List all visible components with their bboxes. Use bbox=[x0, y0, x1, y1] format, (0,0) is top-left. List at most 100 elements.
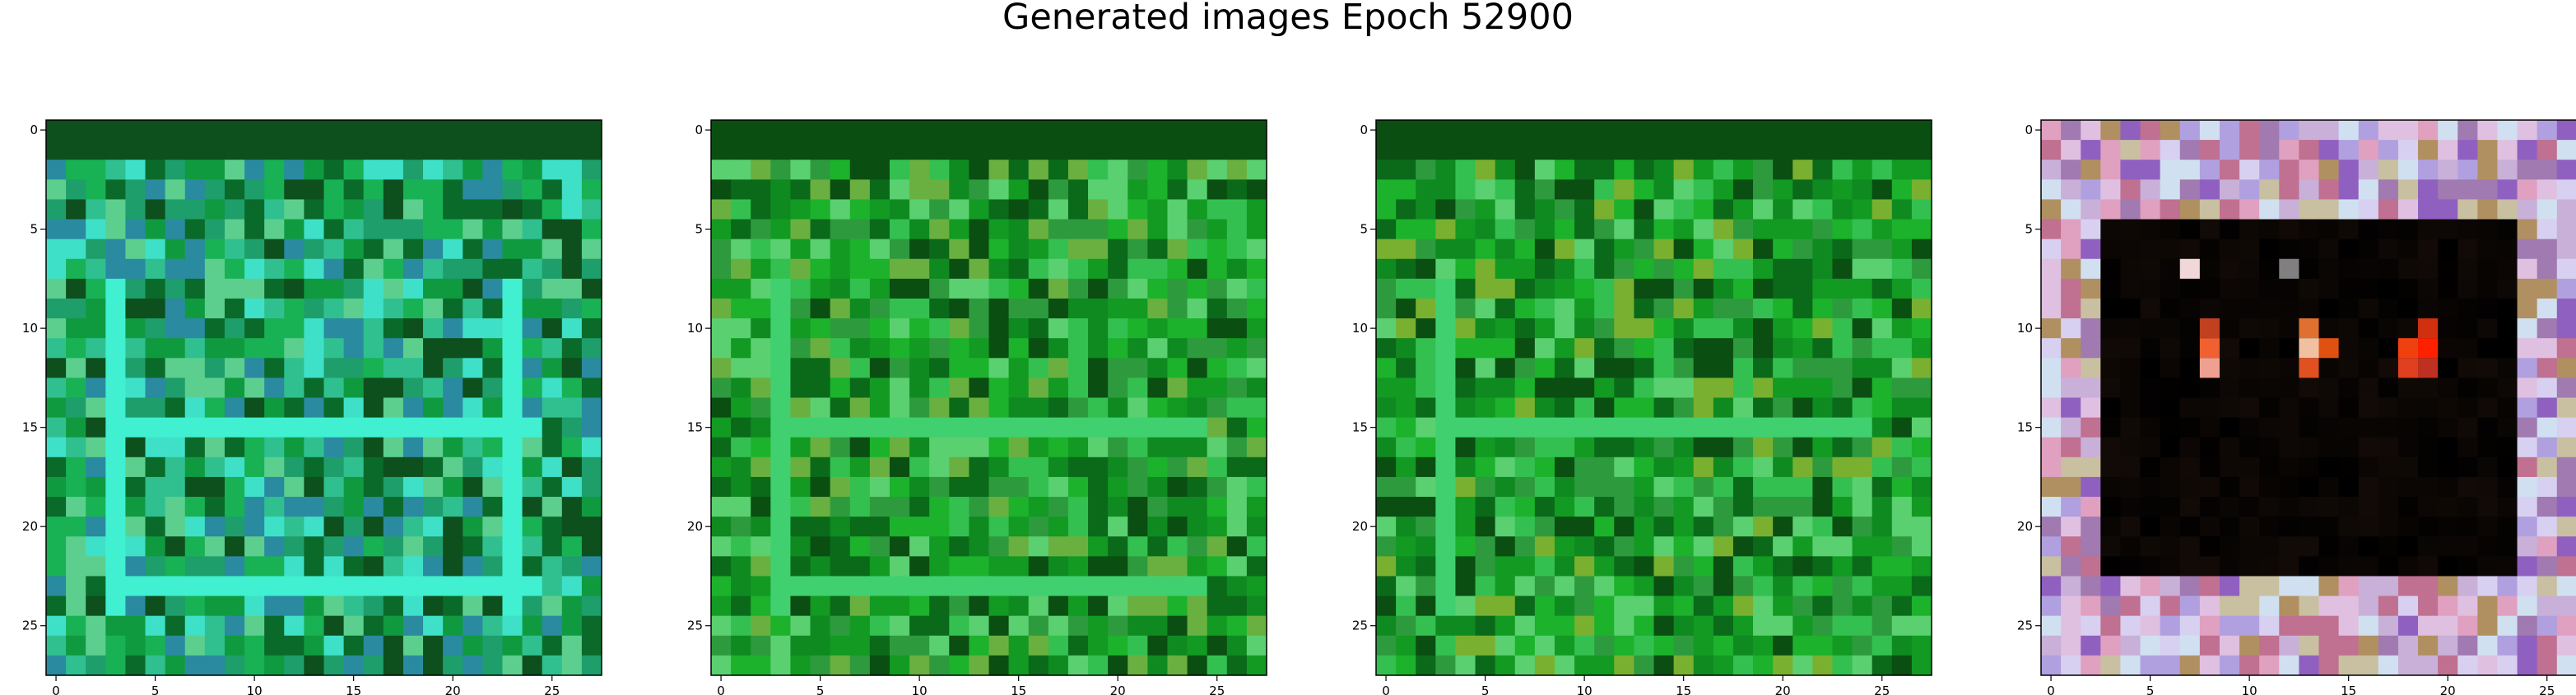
pixel bbox=[66, 199, 86, 220]
pixel bbox=[2438, 160, 2458, 180]
pixel bbox=[1534, 219, 1555, 240]
pixel bbox=[402, 536, 424, 557]
pixel bbox=[830, 140, 851, 160]
pixel bbox=[1246, 140, 1267, 160]
pixel bbox=[1693, 358, 1714, 378]
pixel bbox=[1226, 536, 1248, 557]
pixel bbox=[1028, 298, 1049, 319]
pixel bbox=[1495, 536, 1516, 557]
pixel bbox=[244, 497, 265, 517]
pixel bbox=[770, 338, 791, 359]
pixel bbox=[1793, 318, 1813, 339]
x-tick-label: 5 bbox=[151, 683, 160, 695]
pixel bbox=[2100, 497, 2121, 517]
pixel bbox=[790, 298, 811, 319]
pixel bbox=[988, 160, 1010, 180]
pixel bbox=[949, 655, 969, 676]
pixel bbox=[125, 378, 146, 398]
pixel bbox=[1812, 239, 1833, 260]
pixel bbox=[790, 199, 811, 220]
pixel bbox=[1594, 358, 1615, 378]
pixel bbox=[1187, 497, 1208, 517]
pixel bbox=[1713, 595, 1734, 617]
pixel bbox=[542, 258, 563, 280]
pixel bbox=[1634, 595, 1654, 617]
pixel bbox=[1108, 160, 1128, 180]
pixel bbox=[2318, 635, 2340, 656]
pixel bbox=[522, 378, 543, 398]
pixel bbox=[482, 456, 503, 478]
pixel bbox=[1554, 219, 1575, 240]
pixel bbox=[2160, 358, 2181, 378]
pixel bbox=[1832, 576, 1853, 597]
pixel bbox=[2299, 199, 2319, 220]
pixel bbox=[1067, 655, 1089, 676]
pixel bbox=[2100, 556, 2121, 577]
pixel bbox=[463, 120, 483, 141]
pixel bbox=[1416, 120, 1436, 141]
pixel bbox=[1852, 556, 1873, 577]
pixel bbox=[2279, 615, 2299, 637]
pixel bbox=[711, 239, 732, 260]
pixel bbox=[522, 635, 543, 656]
pixel bbox=[1852, 199, 1873, 220]
pixel bbox=[2378, 497, 2399, 517]
pixel bbox=[929, 318, 950, 339]
pixel bbox=[581, 576, 602, 597]
pixel bbox=[1067, 358, 1089, 378]
pixel bbox=[889, 556, 910, 577]
pixel bbox=[2179, 476, 2201, 498]
pixel bbox=[1614, 318, 1634, 339]
pixel bbox=[770, 318, 791, 339]
pixel bbox=[2061, 476, 2081, 498]
pixel bbox=[1147, 497, 1168, 517]
pixel bbox=[1226, 258, 1248, 280]
pixel bbox=[1554, 278, 1575, 299]
pixel bbox=[909, 179, 930, 200]
pixel bbox=[304, 595, 324, 617]
pixel bbox=[165, 517, 186, 537]
pixel bbox=[1376, 576, 1397, 597]
pixel bbox=[482, 298, 503, 319]
pixel bbox=[969, 517, 989, 537]
pixel bbox=[1028, 437, 1049, 458]
pixel bbox=[224, 556, 245, 577]
pixel bbox=[2497, 338, 2518, 359]
pixel bbox=[1187, 358, 1208, 378]
pixel bbox=[1048, 140, 1069, 160]
pixel bbox=[1475, 358, 1496, 378]
pixel bbox=[1812, 179, 1833, 200]
pixel bbox=[105, 635, 126, 656]
pixel bbox=[869, 318, 890, 339]
x-tick-label: 25 bbox=[544, 683, 560, 695]
pixel bbox=[443, 655, 463, 676]
pixel bbox=[1416, 298, 1436, 319]
pixel bbox=[264, 120, 285, 141]
pixel bbox=[1008, 120, 1030, 141]
pixel bbox=[561, 615, 583, 637]
pixel bbox=[125, 120, 146, 141]
pixel bbox=[1534, 378, 1555, 398]
pixel bbox=[2179, 179, 2201, 200]
pixel bbox=[1207, 615, 1228, 637]
pixel bbox=[1891, 655, 1913, 676]
pixel bbox=[1088, 318, 1109, 339]
pixel bbox=[1416, 278, 1436, 299]
pixel bbox=[2556, 437, 2576, 458]
pixel bbox=[2536, 298, 2558, 319]
pixel bbox=[1008, 437, 1030, 458]
pixel bbox=[731, 338, 751, 359]
pixel bbox=[522, 536, 543, 557]
pixel bbox=[264, 397, 285, 419]
pixel bbox=[264, 615, 285, 637]
pixel bbox=[1495, 655, 1516, 676]
pixel bbox=[145, 278, 166, 299]
pixel bbox=[1187, 635, 1208, 656]
pixel bbox=[66, 456, 86, 478]
pixel bbox=[204, 536, 226, 557]
pixel bbox=[1376, 536, 1397, 557]
pixel bbox=[2318, 397, 2340, 419]
pixel bbox=[1852, 595, 1873, 617]
pixel bbox=[2061, 655, 2081, 676]
pixel bbox=[2199, 199, 2220, 220]
